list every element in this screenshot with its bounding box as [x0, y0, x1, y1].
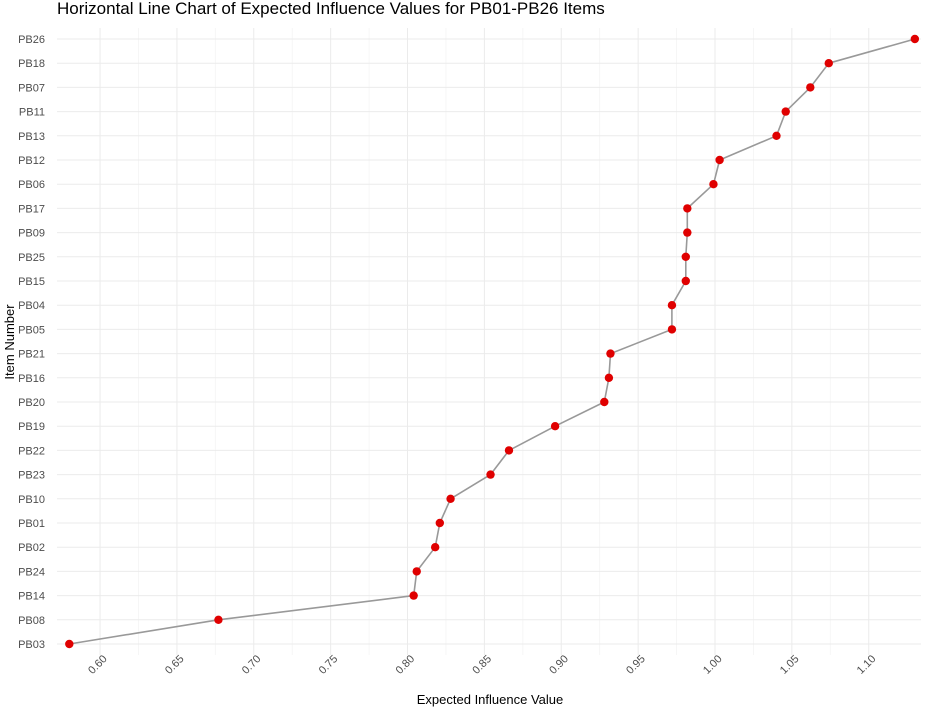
data-point-pb19: [550, 422, 560, 431]
y-tick-label: PB06: [18, 179, 45, 191]
data-point-pb10: [446, 494, 455, 503]
data-point-pb18: [824, 59, 833, 68]
data-point-pb01: [435, 518, 445, 528]
y-tick-label: PB02: [18, 542, 45, 554]
data-point-pb06: [709, 180, 718, 189]
y-tick-label: PB20: [18, 397, 45, 409]
y-tick-label: PB23: [18, 470, 45, 482]
y-tick-label: PB04: [18, 300, 45, 312]
y-tick-label: PB22: [18, 445, 45, 457]
data-point-pb13: [772, 131, 781, 140]
y-tick-label: PB11: [19, 107, 45, 119]
x-axis-ticks: 0.60 0.65 0.70 0.75 0.80 0.85 0.90 0.95 1.00 1.05…: [86, 653, 878, 677]
y-tick-label: PB10: [18, 494, 45, 506]
data-point-pb20: [600, 397, 609, 407]
data-point-pb17: [683, 204, 692, 213]
data-point-pb23: [486, 470, 495, 479]
data-point-pb04: [667, 301, 677, 310]
chart-title: Horizontal Line Chart of Expected Influe…: [57, 0, 605, 18]
y-tick-label: PB17: [18, 203, 45, 215]
series-polyline: [69, 38, 916, 645]
gridlines: [57, 28, 921, 655]
y-tick-label: PB26: [18, 34, 45, 46]
y-tick-label: PB07: [18, 82, 45, 94]
y-tick-label: PB18: [18, 58, 45, 70]
x-tick-label: 0.60: [86, 653, 110, 677]
y-tick-label: PB01: [18, 518, 45, 530]
y-tick-label: PB25: [18, 252, 45, 264]
x-tick-label: 0.85: [470, 653, 494, 677]
y-tick-label: PB13: [18, 131, 45, 143]
x-axis-title: Expected Influence Value: [417, 692, 563, 707]
data-point-pb21: [606, 349, 615, 358]
x-tick-label: 1.00: [701, 653, 725, 677]
x-tick-label: 1.10: [855, 653, 879, 677]
x-tick-label: 0.95: [624, 653, 648, 677]
y-tick-label: PB08: [18, 615, 45, 627]
y-tick-label: PB15: [18, 276, 45, 288]
x-tick-label: 0.70: [240, 653, 264, 677]
y-axis-ticks: PB03 PB08 PB14 PB24 PB02 PB01 PB10 PB23 PB22 PB19…: [18, 34, 45, 651]
data-point-pb12: [715, 155, 724, 165]
y-tick-label: PB12: [18, 155, 45, 167]
y-tick-label: PB21: [18, 349, 45, 361]
data-point-pb08: [214, 615, 223, 624]
x-tick-label: 0.65: [163, 653, 187, 677]
y-tick-label: PB24: [18, 566, 45, 578]
data-point-pb25: [681, 252, 690, 261]
y-axis-title: Item Number: [2, 304, 17, 380]
data-point-pb26: [910, 34, 920, 44]
data-points: [65, 34, 920, 649]
data-point-pb15: [681, 276, 690, 286]
x-tick-label: 0.80: [394, 653, 418, 677]
y-tick-label: PB05: [18, 324, 45, 336]
y-tick-label: PB03: [18, 639, 45, 651]
data-point-pb22: [504, 446, 514, 455]
data-point-pb03: [65, 639, 74, 649]
data-point-pb11: [781, 107, 790, 116]
y-tick-label: PB14: [18, 591, 45, 603]
data-point-pb09: [683, 228, 692, 237]
x-tick-label: 1.05: [778, 653, 802, 677]
y-tick-label: PB09: [18, 228, 45, 240]
data-point-pb05: [667, 325, 677, 334]
data-point-pb24: [412, 567, 421, 576]
data-point-pb16: [604, 373, 614, 382]
series-line: [69, 38, 916, 645]
y-tick-label: PB19: [18, 421, 45, 433]
data-point-pb14: [409, 591, 418, 600]
x-tick-label: 0.90: [547, 653, 571, 677]
x-tick-label: 0.75: [317, 653, 341, 677]
data-point-pb02: [430, 543, 440, 552]
data-point-pb07: [806, 83, 815, 92]
y-tick-label: PB16: [18, 373, 45, 385]
